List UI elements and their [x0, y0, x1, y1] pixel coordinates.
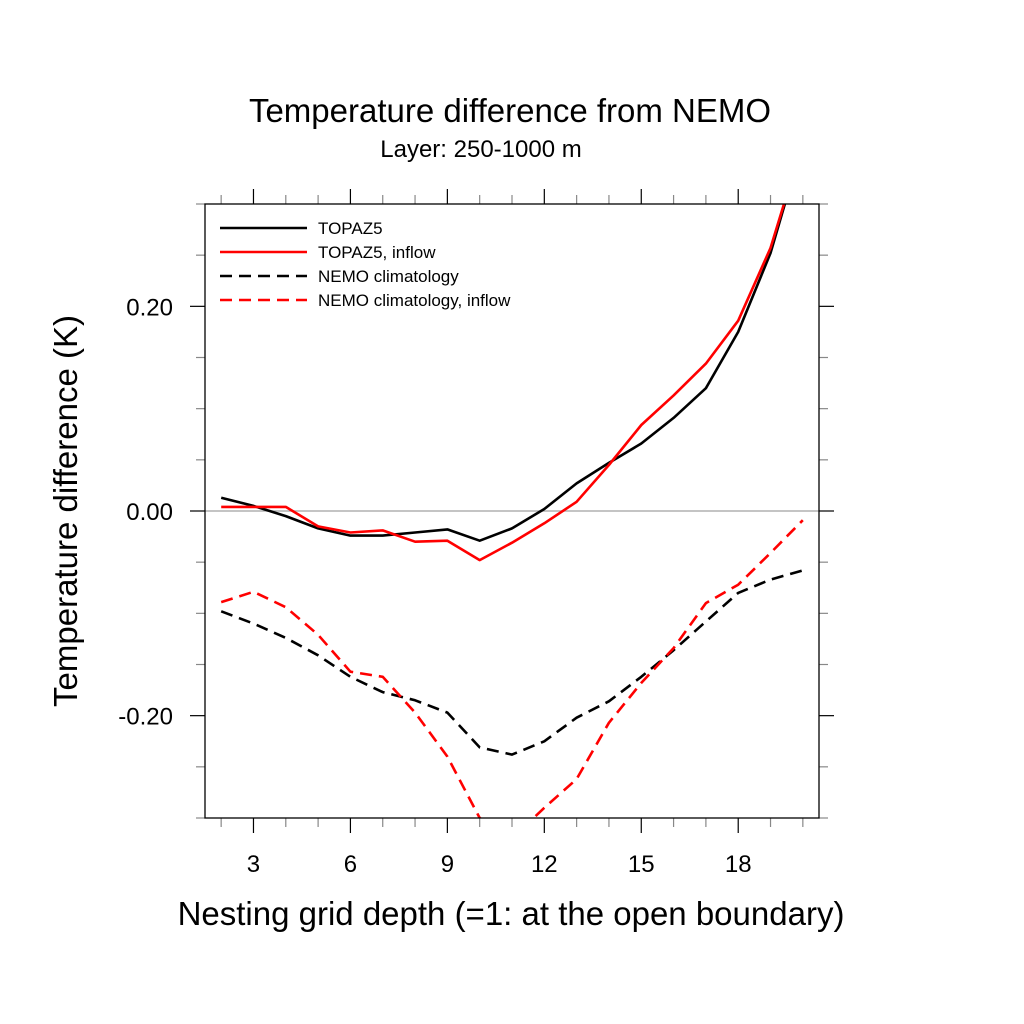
chart-title: Temperature difference from NEMO [249, 92, 771, 129]
series-line-4 [220, 519, 804, 818]
x-tick-labels: 3 6 9 12 15 18 [247, 851, 752, 878]
series-line-1 [220, 204, 787, 543]
x-tick-label: 12 [531, 851, 558, 878]
x-tick-label: 6 [344, 851, 357, 878]
x-axis-label: Nesting grid depth (=1: at the open boun… [178, 895, 845, 932]
legend: TOPAZ5 TOPAZ5, inflow NEMO climatology NEMO… [220, 219, 511, 310]
series-line-2 [221, 204, 786, 562]
y-tick-label: 0.00 [126, 499, 173, 526]
y-tick-labels: 0.20 0.00 -0.20 [118, 294, 173, 730]
axis-ticks [190, 189, 834, 833]
y-axis-label: Temperature difference (K) [47, 315, 84, 707]
series-lines [220, 204, 804, 818]
x-tick-label: 18 [725, 851, 752, 878]
plot-area-frame [204, 203, 820, 819]
series-line-3 [220, 569, 804, 756]
chart-subtitle: Layer: 250-1000 m [380, 136, 581, 163]
y-tick-label: 0.20 [126, 294, 173, 321]
x-tick-label: 9 [441, 851, 454, 878]
x-tick-label: 15 [628, 851, 655, 878]
legend-label: TOPAZ5, inflow [318, 243, 436, 262]
legend-label: NEMO climatology, inflow [318, 291, 511, 310]
legend-label: NEMO climatology [318, 267, 459, 286]
legend-label: TOPAZ5 [318, 219, 383, 238]
x-tick-label: 3 [247, 851, 260, 878]
y-tick-label: -0.20 [118, 704, 173, 731]
